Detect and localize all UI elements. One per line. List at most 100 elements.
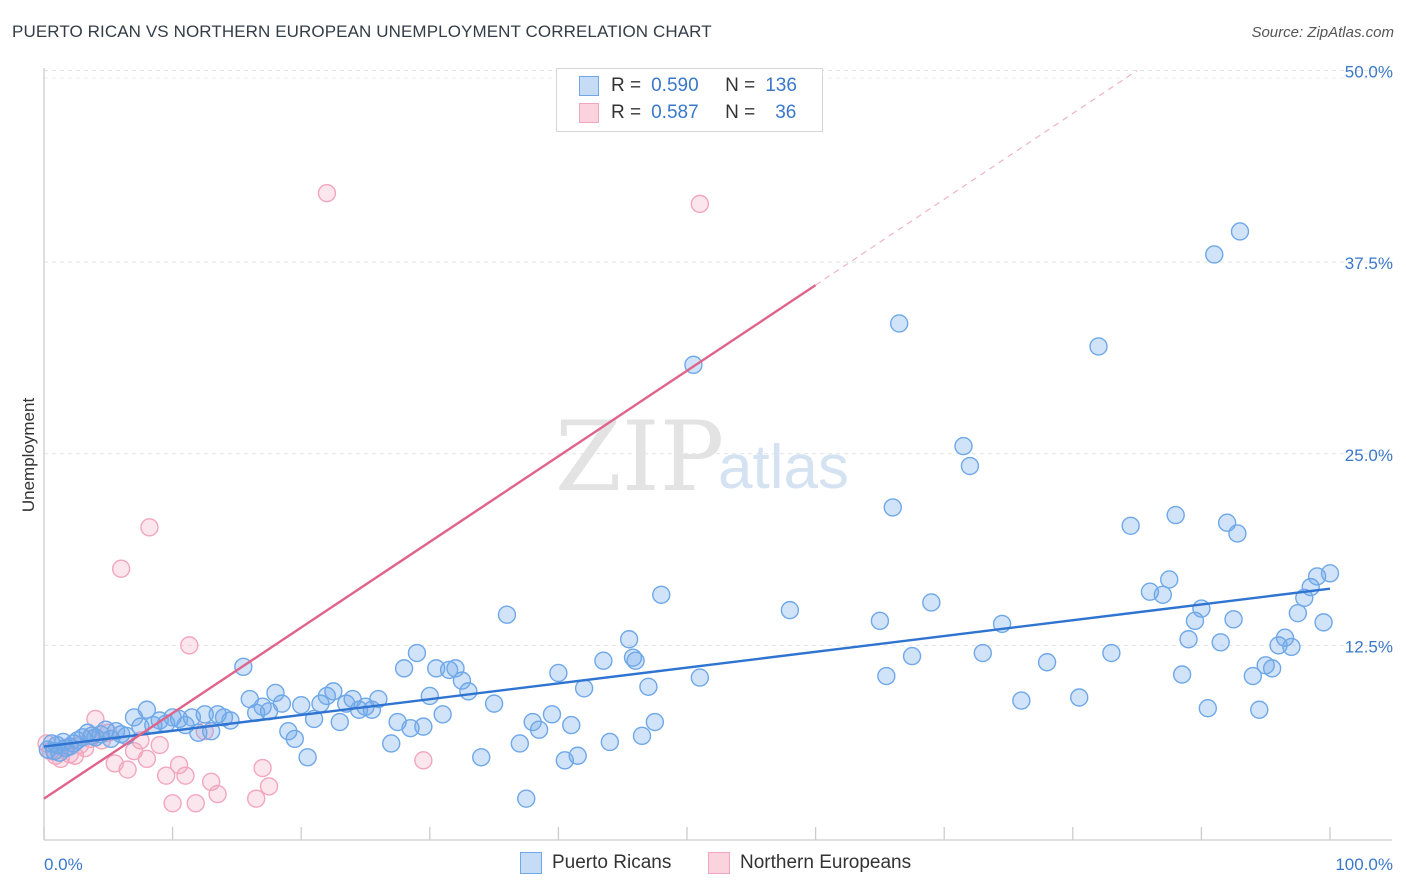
legend-n-value: 136 bbox=[765, 75, 797, 96]
data-point-puerto-rican bbox=[1121, 516, 1140, 536]
data-point-puerto-rican bbox=[1211, 633, 1230, 652]
data-point-northern-european bbox=[317, 183, 337, 203]
x-tick-label: 0.0% bbox=[44, 855, 83, 874]
legend-r-label: R = bbox=[611, 75, 642, 96]
data-point-puerto-rican bbox=[221, 711, 240, 730]
data-point-puerto-rican bbox=[568, 746, 587, 765]
data-point-puerto-rican bbox=[562, 715, 581, 735]
y-axis-label: Unemployment bbox=[19, 398, 38, 513]
data-point-puerto-rican bbox=[922, 593, 941, 612]
data-point-puerto-rican bbox=[1243, 666, 1263, 686]
bottom-legend-label-puerto-ricans: Puerto Ricans bbox=[552, 852, 672, 873]
data-point-puerto-rican bbox=[623, 648, 643, 667]
legend-r-value: 0.590 bbox=[651, 75, 699, 96]
data-point-puerto-rican bbox=[1262, 659, 1282, 678]
data-point-puerto-rican bbox=[549, 663, 568, 683]
legend: R = 0.590 N = 136 R = 0.587 N = 36 bbox=[556, 68, 823, 132]
data-point-puerto-rican bbox=[619, 630, 639, 649]
data-point-puerto-rican bbox=[1230, 222, 1250, 241]
bottom-legend-northern-europeans: Northern Europeans bbox=[708, 852, 911, 874]
data-point-puerto-rican bbox=[1160, 570, 1179, 589]
data-point-puerto-rican bbox=[529, 720, 549, 739]
data-point-puerto-rican bbox=[877, 666, 896, 686]
x-tick-label: 100.0% bbox=[1335, 855, 1393, 874]
data-point-puerto-rican bbox=[517, 789, 536, 808]
legend-swatch-pink bbox=[579, 103, 599, 123]
data-point-puerto-rican bbox=[960, 456, 980, 476]
data-point-puerto-rican bbox=[883, 498, 902, 517]
y-tick-label: 50.0% bbox=[1345, 63, 1393, 82]
data-point-puerto-rican bbox=[439, 660, 459, 680]
data-point-puerto-rican bbox=[1012, 691, 1031, 710]
data-point-puerto-rican bbox=[1228, 524, 1247, 543]
data-point-puerto-rican bbox=[1102, 643, 1121, 663]
data-point-puerto-rican bbox=[690, 668, 710, 687]
data-point-puerto-rican bbox=[298, 748, 317, 767]
bottom-legend-swatch-blue bbox=[520, 852, 542, 874]
data-point-puerto-rican bbox=[369, 689, 388, 709]
data-point-puerto-rican bbox=[1198, 699, 1218, 718]
data-point-puerto-rican bbox=[1320, 564, 1340, 583]
data-point-puerto-rican bbox=[407, 643, 427, 663]
legend-swatch-blue bbox=[579, 76, 599, 96]
trend-line-puerto-ricans bbox=[43, 587, 1331, 748]
y-tick-labels: 12.5% 25.0% 37.5% 50.0% bbox=[1345, 63, 1393, 657]
data-point-puerto-rican bbox=[433, 705, 452, 724]
data-point-puerto-rican bbox=[452, 671, 472, 690]
watermark-atlas: atlas bbox=[718, 433, 849, 502]
data-point-northern-european bbox=[180, 636, 199, 655]
trend-line-northern-europeans bbox=[43, 284, 817, 800]
data-point-puerto-rican bbox=[472, 748, 491, 767]
legend-n-value: 36 bbox=[775, 102, 797, 123]
data-point-puerto-rican bbox=[1153, 585, 1173, 604]
data-point-puerto-rican bbox=[902, 646, 922, 666]
data-point-northern-european bbox=[414, 751, 433, 770]
data-point-puerto-rican bbox=[414, 717, 433, 736]
data-point-puerto-rican bbox=[285, 729, 304, 749]
data-point-northern-european bbox=[156, 766, 176, 785]
data-point-puerto-rican bbox=[1275, 628, 1295, 647]
trend-lines bbox=[43, 70, 1331, 800]
data-point-puerto-rican bbox=[626, 651, 645, 670]
data-point-northern-european bbox=[208, 784, 227, 804]
data-point-puerto-rican bbox=[973, 643, 992, 663]
bottom-legend-swatch-pink bbox=[708, 852, 730, 874]
chart-title: PUERTO RICAN VS NORTHERN EUROPEAN UNEMPL… bbox=[12, 22, 712, 41]
data-point-puerto-rican bbox=[195, 705, 214, 724]
grid-lines bbox=[44, 70, 1392, 646]
bottom-legend-label-northern-europeans: Northern Europeans bbox=[740, 852, 912, 873]
data-point-puerto-rican bbox=[1295, 588, 1314, 608]
data-point-northern-european bbox=[150, 735, 169, 755]
data-point-puerto-rican bbox=[1288, 603, 1308, 623]
legend-row-puerto-ricans: R = 0.590 N = 136 bbox=[579, 73, 797, 99]
trend-line-northern-europeans-extension bbox=[815, 70, 1138, 286]
x-tick-labels: 0.0% 100.0% bbox=[44, 855, 1393, 874]
data-point-puerto-rican bbox=[1037, 653, 1057, 672]
data-point-northern-european bbox=[176, 766, 195, 785]
data-point-puerto-rican bbox=[272, 694, 292, 713]
data-point-northern-european bbox=[253, 758, 272, 778]
axes bbox=[43, 68, 1392, 841]
legend-n-label: N = bbox=[725, 75, 756, 96]
data-point-puerto-rican bbox=[1089, 337, 1108, 356]
data-point-northern-european bbox=[186, 794, 205, 813]
data-point-northern-european bbox=[259, 777, 279, 796]
y-tick-label: 12.5% bbox=[1345, 637, 1393, 656]
y-tick-label: 25.0% bbox=[1345, 446, 1393, 465]
watermark-zip: ZIP bbox=[555, 401, 724, 513]
data-point-puerto-rican bbox=[1179, 630, 1198, 649]
data-point-puerto-rican bbox=[106, 722, 126, 741]
data-point-northern-european bbox=[137, 749, 157, 769]
data-point-puerto-rican bbox=[1166, 505, 1185, 525]
data-point-puerto-rican bbox=[382, 734, 401, 753]
data-point-puerto-rican bbox=[1070, 688, 1089, 707]
data-point-northern-european bbox=[163, 794, 182, 813]
data-point-puerto-rican bbox=[1314, 613, 1333, 632]
data-point-puerto-rican bbox=[510, 734, 530, 753]
data-point-puerto-rican bbox=[1172, 665, 1192, 684]
data-point-puerto-rican bbox=[645, 712, 665, 732]
data-point-northern-european bbox=[246, 789, 266, 808]
watermark: ZIP atlas bbox=[555, 401, 849, 513]
bottom-legend: Puerto Ricans Northern Europeans bbox=[0, 852, 1406, 878]
